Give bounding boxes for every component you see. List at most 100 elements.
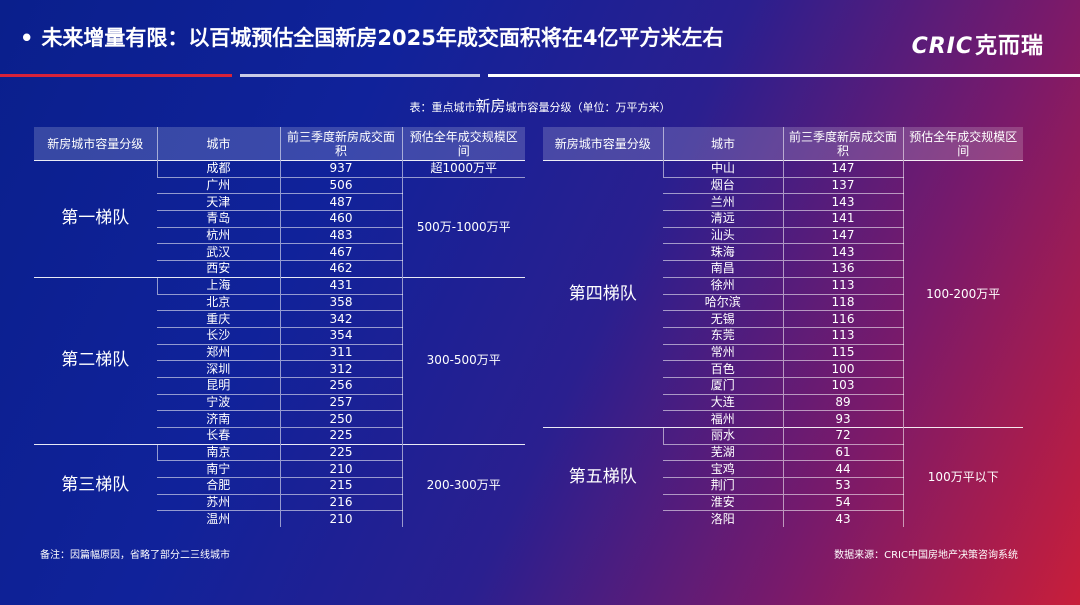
table-row: 宝鸡 44 <box>543 460 1023 478</box>
tier-cell: 第一梯队 <box>34 160 157 278</box>
area-value-cell: 44 <box>782 460 903 478</box>
city-cell: 温州 <box>157 510 280 528</box>
area-value-cell: 210 <box>279 460 402 478</box>
city-cell: 青岛 <box>157 210 280 228</box>
header-city: 城市 <box>156 127 280 161</box>
area-value-cell: 103 <box>782 376 903 395</box>
table-row: 第二梯队 上海 431 300-500万平 <box>34 276 525 445</box>
area-value-cell: 100 <box>782 360 903 378</box>
bullet-icon: • <box>20 26 34 50</box>
table-row: 第四梯队 中山 147 100-200万平 <box>543 160 1023 428</box>
range-cell: 300-500万平 <box>401 276 525 445</box>
table-row: 百色 100 <box>543 360 1023 378</box>
city-cell: 徐州 <box>663 276 783 294</box>
city-cell: 哈尔滨 <box>663 293 783 311</box>
caption-prefix: 表：重点城市 <box>409 101 476 114</box>
area-value-cell: 113 <box>782 326 903 345</box>
area-value-cell: 93 <box>782 410 903 428</box>
city-cell: 济南 <box>157 410 280 428</box>
table-row: 天津 487 <box>34 193 525 211</box>
area-value-cell: 225 <box>279 427 402 445</box>
city-cell: 东莞 <box>663 326 783 345</box>
header-range: 预估全年成交规模区间 <box>902 127 1023 161</box>
table-row: 长沙 354 <box>34 326 525 345</box>
city-cell: 大连 <box>663 393 783 411</box>
table-row: 昆明 256 <box>34 376 525 395</box>
area-value-cell: 141 <box>782 210 903 228</box>
table-row: 苏州 216 <box>34 493 525 511</box>
area-value-cell: 53 <box>782 477 903 495</box>
area-value-cell: 312 <box>279 360 402 378</box>
brand-logo: CRIC克而瑞 <box>912 28 1044 60</box>
header-tier: 新房城市容量分级 <box>34 127 157 161</box>
area-value-cell: 115 <box>782 343 903 361</box>
city-cell: 南宁 <box>157 460 280 478</box>
left-table: 新房城市容量分级 城市 前三季度新房成交面积 预估全年成交规模区间 第一梯队 成都… <box>34 127 525 528</box>
range-cell: 超1000万平 <box>401 160 525 178</box>
page-title-text: 未来增量有限：以百城预估全国新房2025年成交面积将在4亿平方米左右 <box>41 26 724 50</box>
city-cell: 福州 <box>663 410 783 428</box>
table-row: 常州 115 <box>543 343 1023 361</box>
city-cell: 武汉 <box>157 243 280 261</box>
city-cell: 中山 <box>662 160 783 178</box>
header-tier: 新房城市容量分级 <box>543 127 663 161</box>
tier-cell: 第五梯队 <box>543 427 663 528</box>
city-cell: 合肥 <box>157 477 280 495</box>
table-row: 洛阳 43 <box>543 510 1023 528</box>
page-title: • 未来增量有限：以百城预估全国新房2025年成交面积将在4亿平方米左右 <box>20 22 724 52</box>
table-row: 济南 250 <box>34 410 525 428</box>
city-cell: 洛阳 <box>663 510 783 528</box>
tier-cell: 第四梯队 <box>543 160 663 428</box>
brand-logo-latin: CRIC <box>911 34 973 59</box>
table-row: 南昌 136 <box>543 260 1023 278</box>
city-cell: 汕头 <box>663 226 783 244</box>
city-cell: 丽水 <box>662 427 783 445</box>
area-value-cell: 256 <box>279 376 402 395</box>
city-cell: 淮安 <box>663 493 783 511</box>
area-value-cell: 136 <box>782 260 903 278</box>
city-cell: 北京 <box>157 293 280 311</box>
city-cell: 苏州 <box>157 493 280 511</box>
area-value-cell: 116 <box>782 310 903 328</box>
header-range: 预估全年成交规模区间 <box>401 127 525 161</box>
city-cell: 百色 <box>663 360 783 378</box>
city-cell: 清远 <box>663 210 783 228</box>
table-row: 重庆 342 <box>34 310 525 328</box>
table-row: 第三梯队 南京 225 200-300万平 <box>34 443 525 528</box>
city-cell: 兰州 <box>663 193 783 211</box>
city-cell: 西安 <box>157 260 280 278</box>
area-value-cell: 431 <box>279 276 402 294</box>
city-cell: 芜湖 <box>663 443 783 461</box>
divider-red <box>0 74 232 77</box>
header-city: 城市 <box>662 127 783 161</box>
area-value-cell: 250 <box>279 410 402 428</box>
range-cell: 500万-1000万平 <box>401 176 525 278</box>
city-cell: 宁波 <box>157 393 280 411</box>
table-caption: 表：重点城市新房城市容量分级（单位：万平方米） <box>0 95 1080 116</box>
area-value-cell: 43 <box>782 510 903 528</box>
left-table-body: 第一梯队 成都 937 超1000万平 广州 506 500万-1000万平 天津 487 青岛 4… <box>34 160 525 528</box>
area-value-cell: 89 <box>782 393 903 411</box>
table-row: 徐州 113 <box>543 276 1023 294</box>
footnote: 备注：因篇幅原因，省略了部分二三线城市 <box>40 550 230 561</box>
tier-cell: 第三梯队 <box>34 443 157 528</box>
area-value-cell: 143 <box>782 243 903 261</box>
caption-suffix: 城市容量分级（单位：万平方米） <box>505 101 671 114</box>
area-value-cell: 342 <box>279 310 402 328</box>
area-value-cell: 487 <box>279 193 402 211</box>
data-source: 数据来源：CRIC中国房地产决策咨询系统 <box>834 550 1018 561</box>
table-row: 大连 89 <box>543 393 1023 411</box>
city-cell: 重庆 <box>157 310 280 328</box>
brand-logo-cn: 克而瑞 <box>974 34 1044 59</box>
area-value-cell: 147 <box>782 226 903 244</box>
caption-highlight: 新房 <box>475 97 506 115</box>
area-value-cell: 210 <box>279 510 402 528</box>
table-row: 南宁 210 <box>34 460 525 478</box>
city-cell: 深圳 <box>157 360 280 378</box>
right-table-header: 新房城市容量分级 城市 前三季度新房成交面积 预估全年成交规模区间 <box>543 127 1023 161</box>
range-cell: 200-300万平 <box>401 443 525 528</box>
right-table: 新房城市容量分级 城市 前三季度新房成交面积 预估全年成交规模区间 第四梯队 中山… <box>543 127 1023 528</box>
table-row: 汕头 147 <box>543 226 1023 244</box>
right-table-body: 第四梯队 中山 147 100-200万平 烟台 137 兰州 143 清远 141 汕头 147 珠海… <box>543 160 1023 528</box>
city-cell: 南京 <box>156 443 280 461</box>
